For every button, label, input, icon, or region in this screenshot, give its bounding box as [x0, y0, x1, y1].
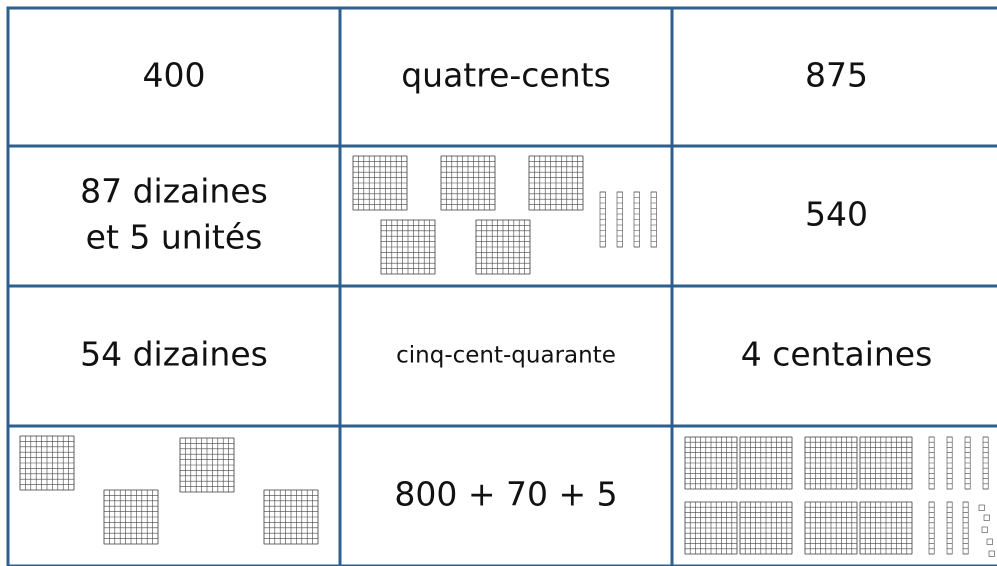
card-text: 400	[143, 56, 206, 95]
ten-rod-grid	[651, 191, 657, 248]
hundred-flat-grid	[263, 489, 319, 545]
hundred-flat-grid	[19, 435, 75, 491]
hundred-flat-grid	[475, 219, 531, 275]
hundred-flat-grid	[179, 437, 235, 493]
hundred-flat-grid	[528, 155, 584, 211]
hundred-flat-grid	[859, 501, 913, 555]
ten-rod-grid	[634, 191, 640, 248]
unit-cube	[978, 504, 985, 511]
unit-cube	[983, 514, 990, 521]
ten-rod-grid	[983, 436, 989, 490]
ten-rod-grid	[600, 191, 606, 248]
card	[6, 144, 342, 288]
hundred-flat-grid	[684, 501, 738, 555]
card-text: et 5 unités	[86, 218, 263, 257]
card-text: 800 + 70 + 5	[394, 475, 617, 514]
unit-cube	[981, 526, 988, 533]
card-text: quatre-cents	[401, 56, 611, 95]
card	[670, 424, 997, 566]
hundred-flat-grid	[859, 436, 913, 490]
hundred-flat-grid	[684, 436, 738, 490]
card-text: 875	[805, 56, 868, 95]
unit-cube	[988, 550, 995, 557]
ten-rod-grid	[947, 501, 953, 555]
hundred-flat-grid	[440, 155, 496, 211]
hundred-flat-grid	[804, 501, 858, 555]
ten-rod-grid	[929, 436, 935, 490]
card-text: 4 centaines	[741, 335, 933, 374]
hundred-flat-grid	[103, 489, 159, 545]
ten-rod-grid	[617, 191, 623, 248]
ten-rod-grid	[947, 436, 953, 490]
card-text: 87 dizaines	[80, 172, 268, 211]
hundred-flat-grid	[352, 155, 408, 211]
hundred-flat-grid	[380, 219, 436, 275]
ten-rod-grid	[929, 501, 935, 555]
hundred-flat-grid	[739, 501, 793, 555]
card-text: 54 dizaines	[80, 335, 268, 374]
card-text: cinq-cent-quarante	[396, 343, 616, 369]
ten-rod-grid	[963, 501, 969, 555]
card-text: 540	[805, 195, 868, 234]
ten-rod-grid	[965, 436, 971, 490]
hundred-flat-grid	[739, 436, 793, 490]
unit-cube	[986, 538, 993, 545]
hundred-flat-grid	[804, 436, 858, 490]
